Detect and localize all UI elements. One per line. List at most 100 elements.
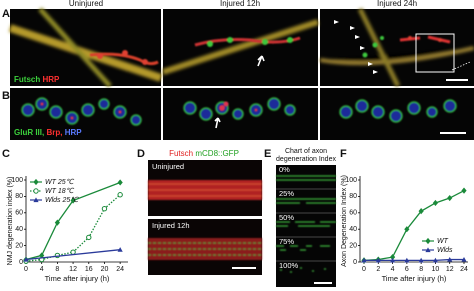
- x-tick-label: 4: [391, 266, 395, 273]
- marker: [461, 256, 467, 262]
- y-tick-label: 80: [15, 193, 23, 200]
- series-line: [25, 249, 121, 261]
- legend-marker: [33, 197, 39, 203]
- column-header: Uninjured: [69, 0, 103, 8]
- y-tick-label: 40: [15, 226, 23, 233]
- micrograph-b: [10, 88, 474, 140]
- level-label: 75%: [279, 237, 294, 246]
- stain-label: HRP: [42, 75, 60, 84]
- legend-label: WT 25℃: [45, 178, 75, 186]
- y-tick-label: 60: [349, 210, 357, 217]
- legend-label: WT 18℃: [45, 187, 75, 195]
- marker: [70, 197, 76, 204]
- level-label: 100%: [279, 261, 299, 270]
- panel-letter: C: [2, 148, 10, 160]
- y-tick-label: 20: [349, 242, 357, 249]
- x-tick-label: 10: [432, 266, 440, 273]
- x-axis-label: Time after injury (h): [382, 274, 447, 283]
- panel-letter: D: [137, 148, 145, 160]
- legend-marker: [33, 188, 39, 194]
- column-header: Injured 24h: [377, 0, 417, 8]
- marker: [432, 257, 439, 263]
- y-tick-label: 0: [19, 259, 23, 266]
- panel-letter: B: [2, 90, 10, 102]
- marker: [375, 257, 381, 263]
- y-tick-label: 40: [349, 226, 357, 233]
- marker: [117, 192, 123, 198]
- y-axis-label: NMJ degeneration index (%): [7, 177, 14, 266]
- stain-label: Futsch: [14, 75, 40, 84]
- marker: [418, 257, 424, 263]
- y-tick-label: 60: [15, 210, 23, 217]
- panel-letter: E: [264, 148, 271, 160]
- stain-label: GluR III,: [14, 128, 44, 137]
- stain-label: mCD8::GFP: [195, 149, 239, 158]
- x-tick-label: 24: [116, 266, 124, 273]
- marker: [117, 247, 123, 252]
- marker: [461, 187, 467, 194]
- marker: [101, 206, 108, 212]
- marker: [432, 199, 439, 207]
- x-tick-label: 0: [24, 266, 28, 273]
- marker: [23, 256, 29, 262]
- micrograph-a: [8, 7, 474, 88]
- micrograph-d: [148, 160, 262, 275]
- x-tick-label: 6: [405, 266, 409, 273]
- marker: [447, 256, 453, 262]
- column-header: Injured 12h: [220, 0, 260, 8]
- level-label: 0%: [279, 165, 290, 174]
- x-tick-label: 8: [419, 266, 423, 273]
- x-tick-label: 2: [376, 266, 380, 273]
- marker: [389, 257, 396, 263]
- marker: [39, 252, 45, 259]
- stain-label: Futsch HRP: [14, 75, 60, 84]
- panel-title: degeneration Index: [276, 156, 336, 163]
- x-tick-label: 24: [460, 266, 468, 273]
- panel-letter: A: [2, 8, 10, 20]
- micrograph-e: [276, 165, 336, 287]
- x-tick-label: 20: [101, 266, 109, 273]
- stain-label: HRP: [65, 128, 83, 137]
- series-line: [364, 258, 464, 262]
- legend-label: Wlds 25℃: [45, 196, 79, 204]
- marker: [117, 179, 123, 186]
- level-label: 50%: [279, 213, 294, 222]
- x-tick-label: 8: [55, 266, 59, 273]
- row-label: Injured 12h: [152, 221, 190, 230]
- marker: [70, 249, 76, 255]
- marker: [389, 253, 396, 261]
- x-axis-label: Time after injury (h): [45, 274, 110, 283]
- stain-label: GluR III, Brp, HRP: [14, 128, 82, 137]
- y-axis-label: Axon Degeneration Index (%): [341, 175, 348, 267]
- marker: [361, 257, 367, 263]
- stain-label: Brp,: [46, 128, 62, 137]
- y-tick-label: 100: [11, 177, 23, 184]
- marker: [404, 257, 410, 263]
- x-tick-label: 16: [85, 266, 93, 273]
- y-tick-label: 100: [345, 177, 357, 184]
- x-tick-label: 4: [40, 266, 44, 273]
- x-tick-label: 12: [69, 266, 77, 273]
- series-line: [363, 190, 465, 262]
- stain-label: Futsch: [169, 149, 193, 158]
- marker: [447, 194, 453, 202]
- level-label: 25%: [279, 189, 294, 198]
- legend-marker: [33, 178, 39, 186]
- y-tick-label: 0: [353, 259, 357, 266]
- stain-label: Futsch mCD8::GFP: [169, 149, 239, 158]
- marker: [418, 208, 424, 215]
- legend-marker: [425, 237, 431, 245]
- y-tick-label: 20: [15, 242, 23, 249]
- marker: [54, 219, 60, 226]
- row-label: Uninjured: [152, 162, 184, 171]
- legend-label: Wlds: [437, 247, 453, 254]
- y-tick-label: 80: [349, 193, 357, 200]
- legend-marker: [425, 247, 431, 253]
- x-tick-label: 0: [362, 266, 366, 273]
- marker: [86, 234, 92, 241]
- panel-title: Chart of axon: [285, 148, 327, 155]
- marker: [404, 226, 410, 233]
- legend-label: WT: [437, 238, 449, 245]
- panel-letter: F: [340, 148, 347, 160]
